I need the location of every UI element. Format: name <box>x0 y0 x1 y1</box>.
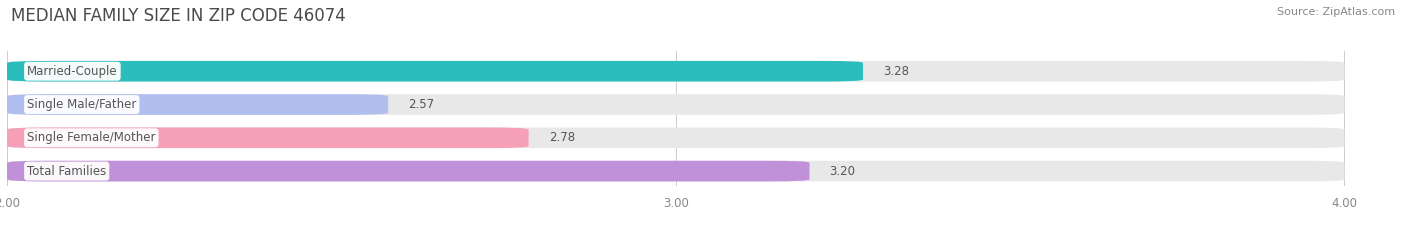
Text: 3.28: 3.28 <box>883 65 910 78</box>
FancyBboxPatch shape <box>7 127 1344 148</box>
Text: Single Female/Mother: Single Female/Mother <box>27 131 156 144</box>
Text: 2.78: 2.78 <box>548 131 575 144</box>
FancyBboxPatch shape <box>7 161 1344 182</box>
Text: Total Families: Total Families <box>27 164 107 178</box>
Text: Married-Couple: Married-Couple <box>27 65 118 78</box>
FancyBboxPatch shape <box>7 161 810 182</box>
FancyBboxPatch shape <box>7 61 1344 82</box>
FancyBboxPatch shape <box>7 61 863 82</box>
Text: MEDIAN FAMILY SIZE IN ZIP CODE 46074: MEDIAN FAMILY SIZE IN ZIP CODE 46074 <box>11 7 346 25</box>
Text: 3.20: 3.20 <box>830 164 855 178</box>
FancyBboxPatch shape <box>7 127 529 148</box>
Text: Source: ZipAtlas.com: Source: ZipAtlas.com <box>1277 7 1395 17</box>
FancyBboxPatch shape <box>7 94 388 115</box>
Text: 2.57: 2.57 <box>408 98 434 111</box>
Text: Single Male/Father: Single Male/Father <box>27 98 136 111</box>
FancyBboxPatch shape <box>7 94 1344 115</box>
